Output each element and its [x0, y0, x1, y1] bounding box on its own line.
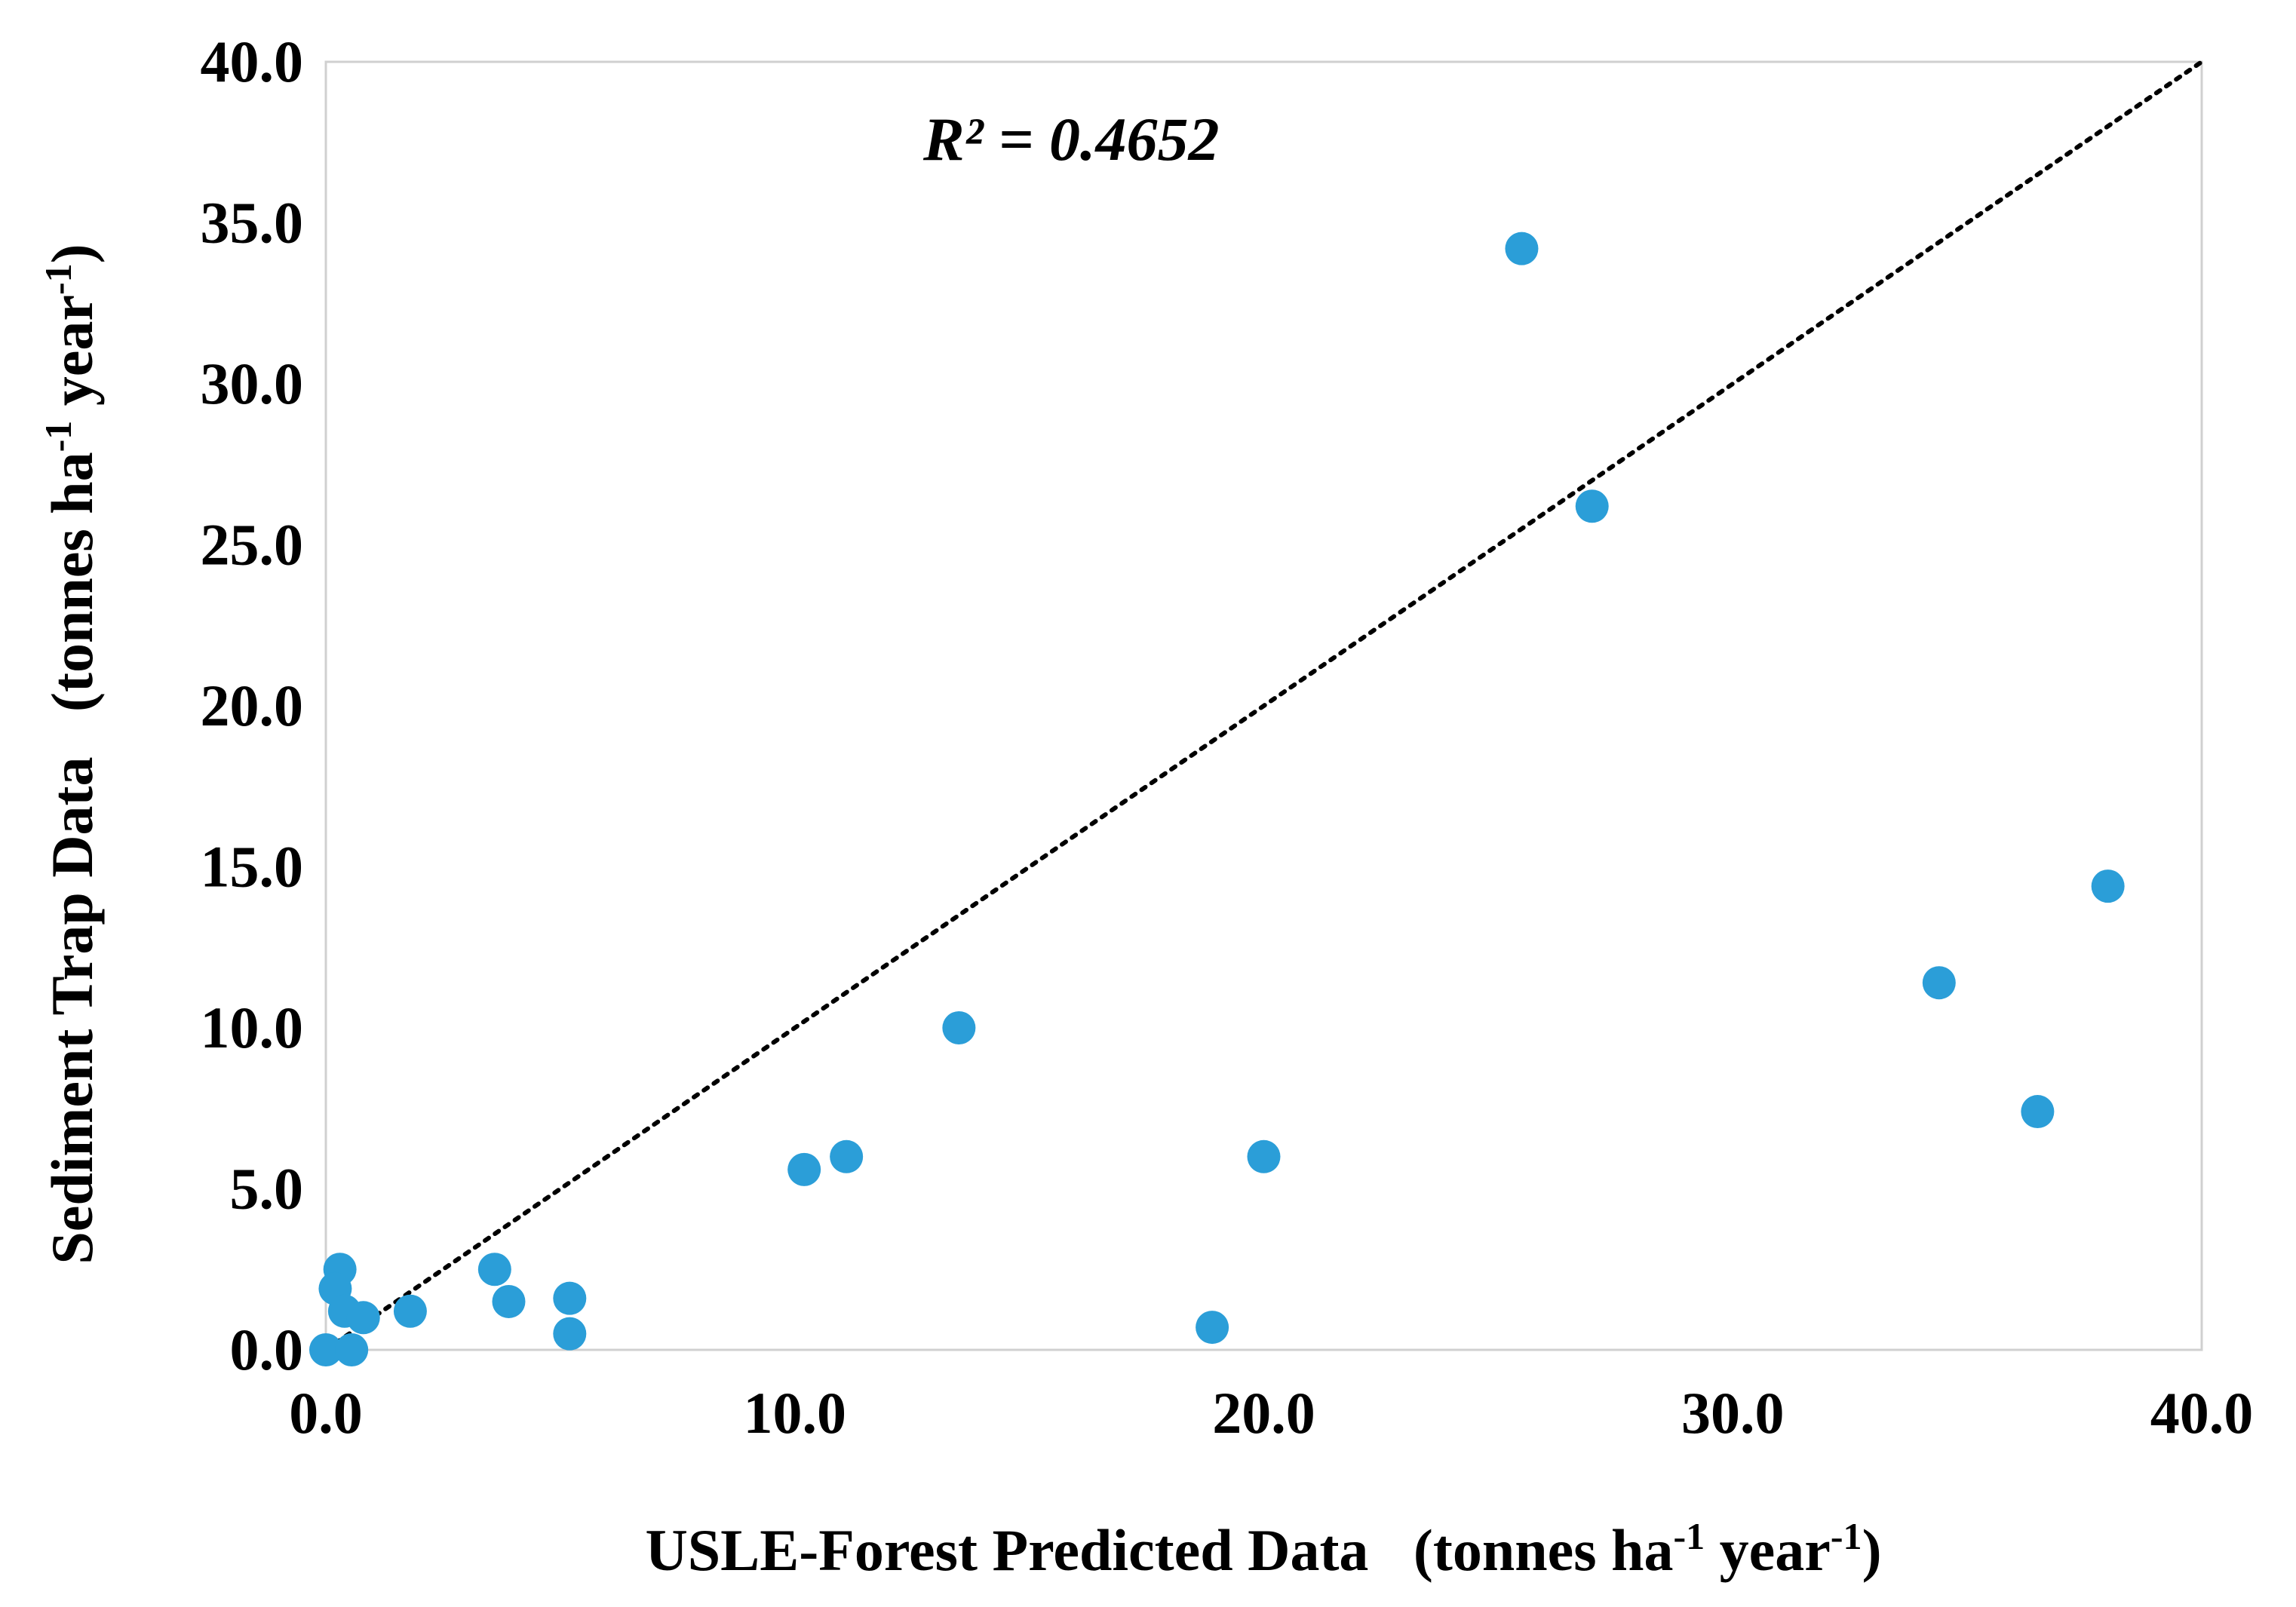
x-tick-label: 30.0	[1681, 1380, 1785, 1446]
data-point	[492, 1284, 526, 1318]
data-point	[553, 1317, 587, 1351]
y-axis-title: Sediment Trap Data (tonnes ha-1 year-1)	[37, 244, 105, 1264]
y-tick-label: 5.0	[230, 1156, 304, 1222]
data-point	[335, 1333, 369, 1366]
y-tick-label: 35.0	[201, 190, 304, 256]
data-point	[942, 1011, 976, 1044]
x-tick-label: 10.0	[744, 1380, 847, 1446]
data-point	[1575, 489, 1609, 523]
data-point	[1505, 232, 1539, 265]
data-point	[830, 1139, 864, 1173]
data-point	[553, 1281, 587, 1315]
x-axis-title-main: USLE-Forest Predicted Data	[645, 1517, 1368, 1583]
data-point	[2021, 1095, 2055, 1129]
y-axis-title-units-open: (tonnes ha	[39, 452, 105, 712]
data-point	[393, 1294, 427, 1328]
y-tick-label: 20.0	[201, 673, 304, 738]
y-axis-title-main: Sediment Trap Data	[39, 756, 105, 1264]
data-point	[1247, 1139, 1281, 1173]
reference-line-layer	[324, 60, 2204, 1352]
y-tick-label: 15.0	[201, 834, 304, 900]
y-tick-label: 30.0	[201, 351, 304, 416]
x-tick-label: 40.0	[2150, 1380, 2254, 1446]
y-tick-label: 0.0	[230, 1317, 304, 1382]
y-tick-label: 40.0	[201, 29, 304, 94]
y-axis-title-units-mid: year	[39, 295, 105, 421]
data-point	[309, 1333, 342, 1366]
data-point	[346, 1301, 380, 1335]
x-axis-title-units-mid: year	[1705, 1517, 1831, 1583]
one-to-one-reference-line	[324, 60, 2204, 1352]
data-point	[2091, 869, 2125, 903]
x-tick-label: 0.0	[289, 1380, 363, 1446]
x-axis-title-units-close: )	[1862, 1517, 1882, 1583]
x-axis-title-exp1: -1	[1674, 1515, 1705, 1557]
y-tick-label: 10.0	[201, 995, 304, 1060]
y-axis-title-exp1: -1	[37, 421, 79, 452]
data-point	[787, 1152, 821, 1186]
y-axis-ticks: 0.0 5.0 10.0 15.0 20.0 25.0 30.0 35.0 40.0	[201, 29, 304, 1382]
data-point	[1196, 1311, 1229, 1345]
data-points-layer	[309, 232, 2125, 1366]
x-axis-title-exp2: -1	[1831, 1515, 1862, 1557]
y-axis-title-exp2: -1	[37, 263, 79, 295]
x-axis-ticks: 0.0 10.0 20.0 30.0 40.0	[289, 1380, 2253, 1446]
data-point	[477, 1253, 511, 1287]
y-tick-label: 25.0	[201, 512, 304, 578]
x-tick-label: 20.0	[1212, 1380, 1315, 1446]
data-point	[1922, 966, 1956, 1000]
x-axis-title-units-open: (tonnes ha	[1414, 1517, 1674, 1583]
y-axis-title-units-close: )	[39, 244, 105, 263]
x-axis-title: USLE-Forest Predicted Data (tonnes ha-1 …	[645, 1515, 1881, 1583]
r-squared-annotation: R² = 0.4652	[922, 105, 1220, 173]
